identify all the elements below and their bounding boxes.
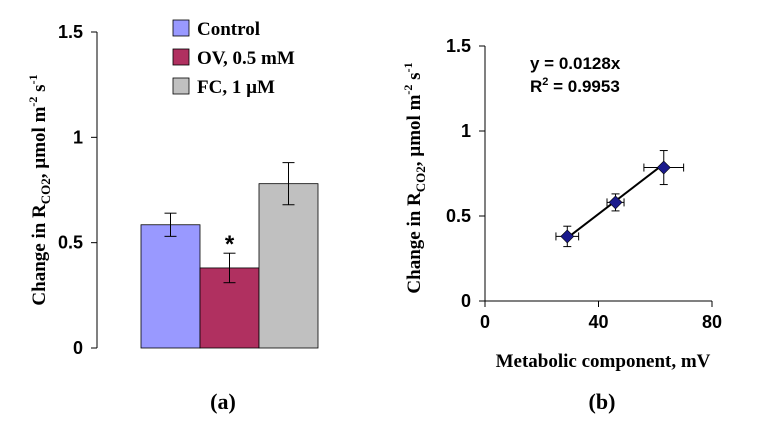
panel-b-y-tick-label: 1 bbox=[461, 121, 471, 141]
fit-r-squared: R2 = 0.9953 bbox=[530, 76, 620, 96]
panel-b-y-tick-label: 0.5 bbox=[446, 206, 471, 226]
panel-a-y-ticks: 0 0.5 1 1.5 bbox=[58, 22, 97, 358]
panel-a-bars: * bbox=[140, 162, 319, 349]
panel-a-y-tick-label: 0.5 bbox=[58, 233, 83, 253]
panel-a-legend: Control OV, 0.5 mM FC, 1 µM bbox=[172, 19, 295, 98]
panel-a-y-tick-label: 1.5 bbox=[58, 22, 83, 42]
legend-swatch-1 bbox=[172, 19, 190, 37]
legend-label-2: OV, 0.5 mM bbox=[197, 48, 295, 69]
bar-1 bbox=[140, 224, 201, 349]
panel-b-x-axis-label: Metabolic component, mV bbox=[496, 351, 711, 372]
legend-swatch-3 bbox=[172, 77, 190, 95]
panel-a-y-tick-label: 1 bbox=[73, 127, 83, 147]
fit-equation: y = 0.0128x bbox=[530, 54, 621, 73]
panel-b-x-tick-label: 80 bbox=[702, 312, 722, 332]
panel-b-x-tick-label: 0 bbox=[480, 312, 490, 332]
panel-b-y-tick-label: 0 bbox=[461, 291, 471, 311]
panel-a-y-tick-label: 0 bbox=[73, 338, 83, 358]
data-point-1 bbox=[560, 229, 575, 244]
panel-a: Change in RCO2, µmol m-2 s-1 00.511.5 * … bbox=[26, 19, 319, 414]
panel-a-label: (a) bbox=[210, 389, 236, 414]
legend-label-1: Control bbox=[197, 19, 260, 40]
panel-b-x-tick-label: 40 bbox=[588, 312, 608, 332]
panel-b-ticks: 0 0.5 1 1.5 0 40 80 bbox=[446, 36, 722, 332]
data-point-3 bbox=[656, 160, 671, 175]
panel-b-label: (b) bbox=[589, 389, 616, 414]
legend-label-3: FC, 1 µM bbox=[197, 77, 275, 98]
panel-b-y-tick-label: 1.5 bbox=[446, 36, 471, 56]
data-point-2 bbox=[608, 195, 623, 210]
panel-a-y-axis-label: Change in RCO2, µmol m-2 s-1 bbox=[26, 74, 53, 305]
panel-b-points bbox=[555, 150, 685, 248]
legend-swatch-2 bbox=[172, 48, 190, 66]
bar-3 bbox=[258, 183, 319, 349]
panel-b: Change in RCO2, µmol m-2 s-1 0 0.5 1 1.5 0 40… bbox=[401, 36, 722, 414]
panel-b-y-axis-label: Change in RCO2, µmol m-2 s-1 bbox=[401, 62, 428, 293]
bar-2-significance-marker: * bbox=[225, 231, 235, 258]
